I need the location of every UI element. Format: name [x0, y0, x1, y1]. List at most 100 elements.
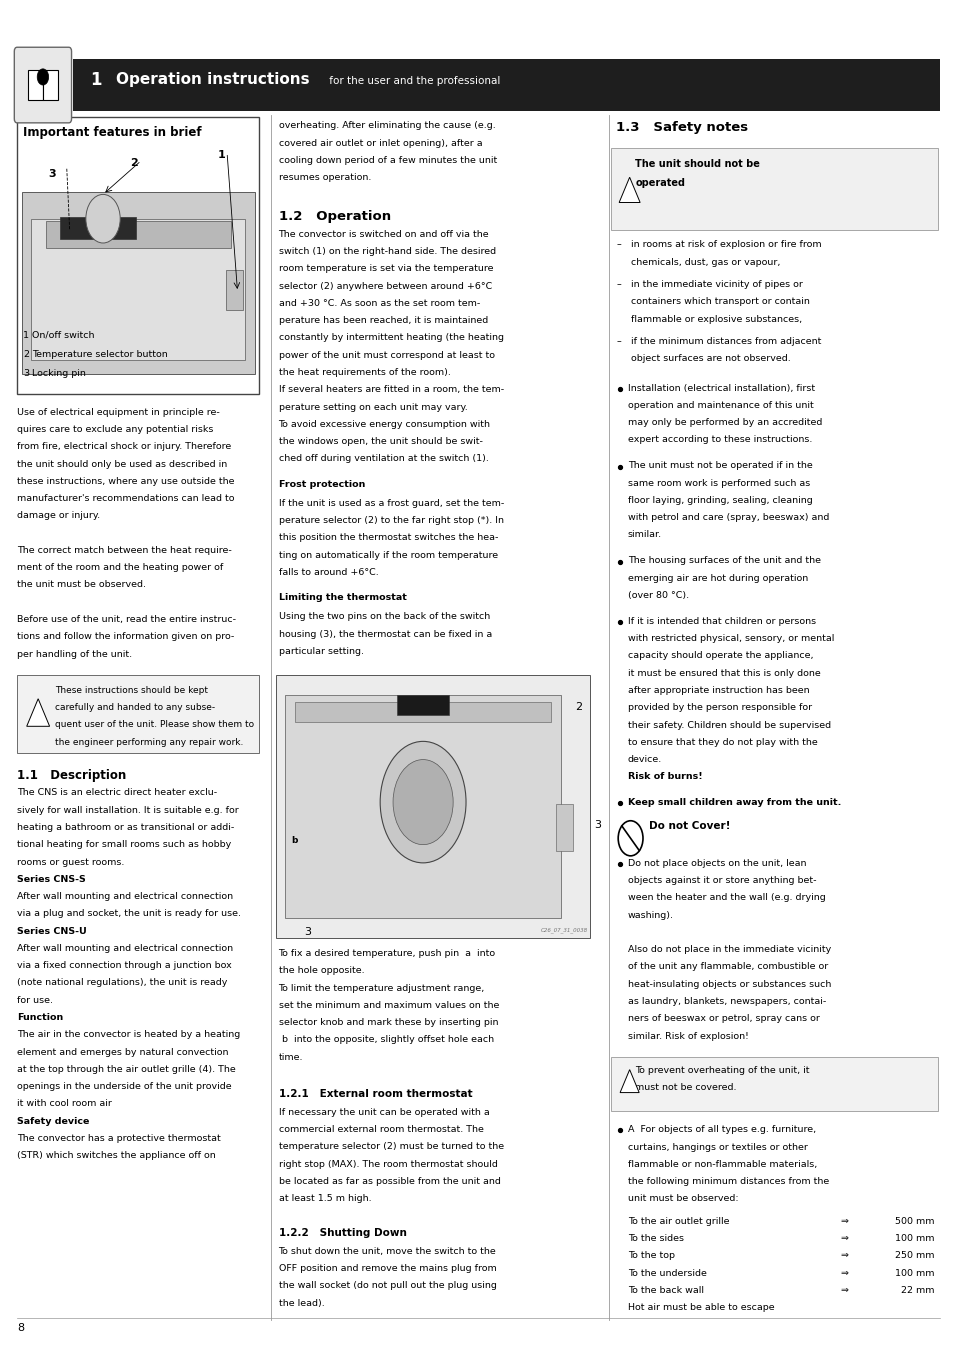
Text: b: b: [292, 836, 297, 845]
Text: –: –: [616, 279, 620, 289]
Text: To the sides: To the sides: [627, 1234, 683, 1243]
Text: The unit should not be: The unit should not be: [635, 159, 760, 169]
Text: The CNS is an electric direct heater exclu-: The CNS is an electric direct heater exc…: [17, 788, 217, 798]
Text: similar.: similar.: [627, 531, 661, 540]
Text: for the user and the professional: for the user and the professional: [326, 76, 500, 86]
Text: 3: 3: [49, 169, 56, 178]
Text: ment of the room and the heating power of: ment of the room and the heating power o…: [17, 563, 223, 572]
Text: openings in the underside of the unit provide: openings in the underside of the unit pr…: [17, 1083, 232, 1091]
Text: !: !: [627, 1084, 631, 1091]
Text: Do not place objects on the unit, lean: Do not place objects on the unit, lean: [627, 859, 805, 868]
Text: perature has been reached, it is maintained: perature has been reached, it is maintai…: [278, 316, 487, 325]
Text: the lead).: the lead).: [278, 1299, 324, 1308]
Text: Installation (electrical installation), first: Installation (electrical installation), …: [627, 383, 814, 393]
Text: containers which transport or contain: containers which transport or contain: [630, 297, 808, 306]
Text: Also do not place in the immediate vicinity: Also do not place in the immediate vicin…: [627, 945, 830, 954]
Text: flammable or non-flammable materials,: flammable or non-flammable materials,: [627, 1160, 816, 1169]
Text: expert according to these instructions.: expert according to these instructions.: [627, 436, 811, 444]
Text: Use of electrical equipment in principle re-: Use of electrical equipment in principle…: [17, 408, 220, 417]
Text: To avoid excessive energy consumption with: To avoid excessive energy consumption wi…: [278, 420, 490, 429]
Text: To the air outlet grille: To the air outlet grille: [627, 1216, 728, 1226]
FancyBboxPatch shape: [556, 803, 573, 850]
FancyBboxPatch shape: [46, 221, 231, 248]
Text: To fix a desired temperature, push pin  a  into: To fix a desired temperature, push pin a…: [278, 949, 496, 958]
Text: chemicals, dust, gas or vapour,: chemicals, dust, gas or vapour,: [630, 258, 780, 266]
Text: 3: 3: [594, 819, 600, 830]
Text: it must be ensured that this is only done: it must be ensured that this is only don…: [627, 668, 820, 678]
Text: constantly by intermittent heating (the heating: constantly by intermittent heating (the …: [278, 333, 503, 343]
Text: the hole opposite.: the hole opposite.: [278, 967, 364, 975]
Text: heat-insulating objects or substances such: heat-insulating objects or substances su…: [627, 980, 830, 988]
Text: carefully and handed to any subse-: carefully and handed to any subse-: [55, 703, 215, 711]
Text: quires care to exclude any potential risks: quires care to exclude any potential ris…: [17, 425, 213, 433]
Text: this position the thermostat switches the hea-: this position the thermostat switches th…: [278, 533, 497, 543]
Text: after appropriate instruction has been: after appropriate instruction has been: [627, 686, 808, 695]
FancyBboxPatch shape: [28, 70, 43, 100]
Text: After wall mounting and electrical connection: After wall mounting and electrical conne…: [17, 892, 233, 900]
Text: the heat requirements of the room).: the heat requirements of the room).: [278, 369, 450, 377]
Text: same room work is performed such as: same room work is performed such as: [627, 479, 809, 487]
Text: If several heaters are fitted in a room, the tem-: If several heaters are fitted in a room,…: [278, 385, 503, 394]
Text: ⇒: ⇒: [840, 1234, 847, 1243]
Text: The housing surfaces of the unit and the: The housing surfaces of the unit and the: [627, 556, 820, 566]
Text: OFF position and remove the mains plug from: OFF position and remove the mains plug f…: [278, 1264, 496, 1273]
Text: Operation instructions: Operation instructions: [116, 72, 310, 88]
Text: sively for wall installation. It is suitable e.g. for: sively for wall installation. It is suit…: [17, 806, 238, 814]
Text: ners of beeswax or petrol, spray cans or: ners of beeswax or petrol, spray cans or: [627, 1014, 819, 1023]
Text: as laundry, blankets, newspapers, contai-: as laundry, blankets, newspapers, contai…: [627, 998, 825, 1006]
Text: C26_07_31_0038: C26_07_31_0038: [540, 927, 587, 933]
Text: ⇒: ⇒: [840, 1251, 847, 1261]
FancyBboxPatch shape: [275, 675, 589, 938]
Text: the engineer performing any repair work.: the engineer performing any repair work.: [55, 737, 243, 747]
Text: similar. Risk of explosion!: similar. Risk of explosion!: [627, 1031, 748, 1041]
Text: perature selector (2) to the far right stop (*). In: perature selector (2) to the far right s…: [278, 516, 503, 525]
FancyBboxPatch shape: [610, 148, 937, 230]
Text: Locking pin: Locking pin: [32, 369, 86, 378]
Text: via a plug and socket, the unit is ready for use.: via a plug and socket, the unit is ready…: [17, 910, 241, 918]
Text: selector (2) anywhere between around +6°C: selector (2) anywhere between around +6°…: [278, 282, 492, 290]
Text: with petrol and care (spray, beeswax) and: with petrol and care (spray, beeswax) an…: [627, 513, 828, 522]
Text: resumes operation.: resumes operation.: [278, 173, 371, 182]
FancyBboxPatch shape: [60, 217, 136, 239]
Text: 1.3   Safety notes: 1.3 Safety notes: [616, 122, 747, 135]
Text: objects against it or store anything bet-: objects against it or store anything bet…: [627, 876, 816, 886]
FancyBboxPatch shape: [73, 59, 939, 111]
Text: 100 mm: 100 mm: [895, 1269, 934, 1277]
Text: perature setting on each unit may vary.: perature setting on each unit may vary.: [278, 402, 467, 412]
Text: tional heating for small rooms such as hobby: tional heating for small rooms such as h…: [17, 840, 232, 849]
Text: at the top through the air outlet grille (4). The: at the top through the air outlet grille…: [17, 1065, 235, 1073]
Text: particular setting.: particular setting.: [278, 647, 363, 656]
Text: power of the unit must correspond at least to: power of the unit must correspond at lea…: [278, 351, 494, 359]
Text: curtains, hangings or textiles or other: curtains, hangings or textiles or other: [627, 1142, 807, 1152]
Text: Frost protection: Frost protection: [278, 479, 365, 489]
Text: a: a: [386, 788, 393, 798]
Text: To the underside: To the underside: [627, 1269, 706, 1277]
Text: Keep small children away from the unit.: Keep small children away from the unit.: [627, 798, 841, 807]
Text: covered air outlet or inlet opening), after a: covered air outlet or inlet opening), af…: [278, 139, 481, 147]
FancyBboxPatch shape: [294, 702, 551, 722]
Text: provided by the person responsible for: provided by the person responsible for: [627, 703, 811, 713]
Text: Safety device: Safety device: [17, 1116, 90, 1126]
Text: –: –: [616, 338, 620, 346]
Text: Limiting the thermostat: Limiting the thermostat: [278, 593, 406, 602]
Text: The convector has a protective thermostat: The convector has a protective thermosta…: [17, 1134, 221, 1143]
Text: 22 mm: 22 mm: [901, 1287, 934, 1295]
Text: b: b: [456, 788, 462, 798]
Text: the following minimum distances from the: the following minimum distances from the: [627, 1177, 828, 1187]
Text: To shut down the unit, move the switch to the: To shut down the unit, move the switch t…: [278, 1247, 496, 1256]
Text: selector knob and mark these by inserting pin: selector knob and mark these by insertin…: [278, 1018, 497, 1027]
Text: Series CNS-U: Series CNS-U: [17, 926, 87, 936]
Text: 3: 3: [23, 369, 29, 378]
Text: The air in the convector is heated by a heating: The air in the convector is heated by a …: [17, 1030, 240, 1040]
Text: 2: 2: [575, 702, 581, 711]
Text: 500 mm: 500 mm: [895, 1216, 934, 1226]
Text: element and emerges by natural convection: element and emerges by natural convectio…: [17, 1048, 229, 1057]
FancyBboxPatch shape: [14, 47, 71, 123]
Text: b  into the opposite, slightly offset hole each: b into the opposite, slightly offset hol…: [278, 1035, 493, 1045]
Text: if the minimum distances from adjacent: if the minimum distances from adjacent: [630, 338, 821, 346]
Text: ting on automatically if the room temperature: ting on automatically if the room temper…: [278, 551, 497, 560]
Text: 100 mm: 100 mm: [895, 1234, 934, 1243]
Text: per handling of the unit.: per handling of the unit.: [17, 649, 132, 659]
Text: emerging air are hot during operation: emerging air are hot during operation: [627, 574, 807, 583]
Text: The unit must not be operated if in the: The unit must not be operated if in the: [627, 462, 812, 470]
